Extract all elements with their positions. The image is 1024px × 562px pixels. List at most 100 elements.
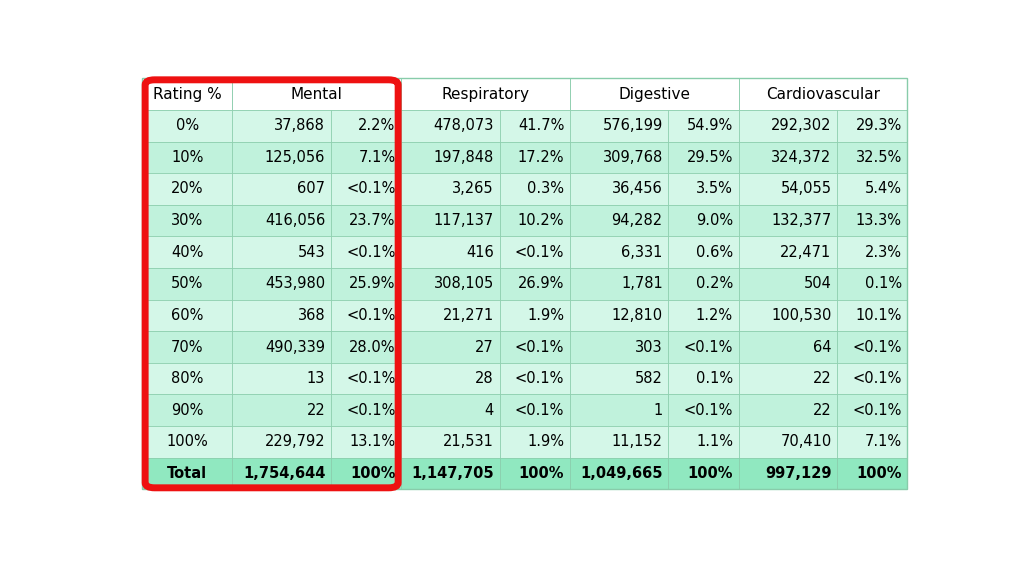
Text: 416,056: 416,056 (265, 213, 326, 228)
Bar (142, 110, 232, 142)
Text: 0.1%: 0.1% (696, 371, 733, 386)
Bar (142, 268, 232, 300)
Text: 10%: 10% (171, 150, 204, 165)
Bar (142, 457, 232, 490)
Bar (142, 237, 232, 268)
Bar (401, 142, 500, 173)
Bar (569, 426, 669, 457)
Bar (837, 110, 907, 142)
Text: 80%: 80% (171, 371, 204, 386)
Bar (569, 300, 669, 331)
Bar (401, 331, 500, 363)
Text: 5.4%: 5.4% (864, 182, 902, 197)
Bar (331, 110, 401, 142)
Bar (401, 300, 500, 331)
Bar (669, 205, 738, 237)
Text: 50%: 50% (171, 277, 204, 291)
Text: 100%: 100% (687, 466, 733, 481)
Bar (669, 426, 738, 457)
Text: 132,377: 132,377 (771, 213, 831, 228)
Text: 32.5%: 32.5% (855, 150, 902, 165)
Bar (837, 426, 907, 457)
Bar (500, 110, 569, 142)
Bar (500, 331, 569, 363)
Bar (669, 142, 738, 173)
Text: 308,105: 308,105 (434, 277, 494, 291)
Bar (142, 78, 232, 110)
Text: 997,129: 997,129 (765, 466, 831, 481)
Bar (669, 395, 738, 426)
Bar (401, 363, 500, 395)
Bar (331, 300, 401, 331)
Text: 28.0%: 28.0% (349, 339, 395, 355)
Text: 25.9%: 25.9% (349, 277, 395, 291)
Text: <0.1%: <0.1% (515, 371, 564, 386)
Text: 21,531: 21,531 (443, 434, 494, 450)
Bar (232, 237, 331, 268)
Bar (669, 363, 738, 395)
Bar (401, 110, 500, 142)
Bar (232, 426, 331, 457)
Bar (500, 363, 569, 395)
Text: 10.2%: 10.2% (518, 213, 564, 228)
Text: 125,056: 125,056 (265, 150, 326, 165)
Text: 21,271: 21,271 (442, 308, 494, 323)
Bar (232, 300, 331, 331)
Text: 0.2%: 0.2% (695, 277, 733, 291)
Bar (401, 268, 500, 300)
Bar (401, 78, 569, 110)
Bar (738, 331, 837, 363)
Text: 70,410: 70,410 (780, 434, 831, 450)
Bar (738, 142, 837, 173)
Text: 292,302: 292,302 (771, 118, 831, 133)
Bar (232, 457, 331, 490)
Bar (232, 363, 331, 395)
Bar (669, 457, 738, 490)
Bar (569, 142, 669, 173)
Text: 1: 1 (653, 403, 663, 418)
Bar (738, 110, 837, 142)
Bar (331, 457, 401, 490)
Bar (669, 300, 738, 331)
Text: <0.1%: <0.1% (684, 403, 733, 418)
Bar (500, 457, 569, 490)
Bar (569, 78, 738, 110)
Text: 12,810: 12,810 (611, 308, 663, 323)
Text: <0.1%: <0.1% (346, 403, 395, 418)
Text: 1,781: 1,781 (621, 277, 663, 291)
Bar (738, 457, 837, 490)
Text: 1.9%: 1.9% (527, 434, 564, 450)
Bar (401, 173, 500, 205)
Bar (500, 268, 569, 300)
Text: 70%: 70% (171, 339, 204, 355)
Text: 23.7%: 23.7% (349, 213, 395, 228)
Text: 416: 416 (466, 244, 494, 260)
Bar (232, 395, 331, 426)
Bar (331, 205, 401, 237)
Bar (669, 237, 738, 268)
Text: <0.1%: <0.1% (852, 339, 902, 355)
Bar (569, 110, 669, 142)
Text: 2.2%: 2.2% (358, 118, 395, 133)
Text: 229,792: 229,792 (264, 434, 326, 450)
Bar (142, 363, 232, 395)
Text: 4: 4 (484, 403, 494, 418)
Bar (232, 173, 331, 205)
Text: 1.1%: 1.1% (696, 434, 733, 450)
Text: 60%: 60% (171, 308, 204, 323)
Text: 36,456: 36,456 (612, 182, 663, 197)
Bar (837, 237, 907, 268)
Text: 20%: 20% (171, 182, 204, 197)
Text: Cardiovascular: Cardiovascular (766, 87, 880, 102)
Text: 3.5%: 3.5% (696, 182, 733, 197)
Text: 37,868: 37,868 (274, 118, 326, 133)
Bar (142, 331, 232, 363)
Bar (142, 300, 232, 331)
Bar (738, 78, 907, 110)
Bar (331, 395, 401, 426)
Bar (738, 395, 837, 426)
Bar (569, 457, 669, 490)
Text: 7.1%: 7.1% (358, 150, 395, 165)
Text: <0.1%: <0.1% (852, 371, 902, 386)
Text: 10.1%: 10.1% (855, 308, 902, 323)
